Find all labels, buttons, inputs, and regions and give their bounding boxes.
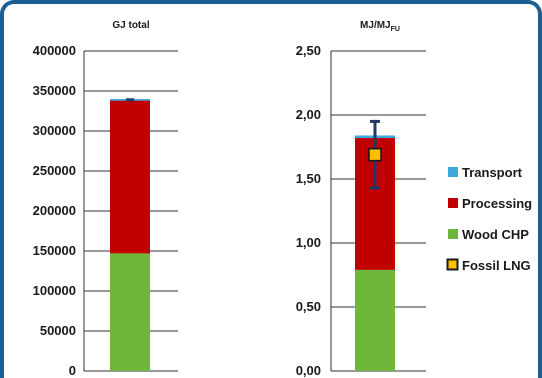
legend-label-processing: Processing	[462, 196, 532, 211]
chart2-y-tick-label: 0,00	[296, 363, 321, 378]
chart2-y-tick-label: 2,00	[296, 107, 321, 122]
chart1-y-tick-label: 300000	[33, 123, 76, 138]
chart1-y-tick-label: 350000	[33, 83, 76, 98]
chart2-y-tick-label: 2,50	[296, 43, 321, 58]
legend-swatch-transport	[448, 167, 458, 177]
legend: Transport Processing Wood CHP Fossil LNG	[446, 165, 532, 273]
legend-swatch-wood-chp	[448, 229, 458, 239]
chart2-y-tick-label: 1,00	[296, 235, 321, 250]
chart1-title: GJ total	[112, 20, 149, 31]
chart1-y-tick-label: 400000	[33, 43, 76, 58]
chart-mj-per-mjfu: MJ/MJFU 0,00 0,50 1,00 1,50 2,00 2,50	[296, 20, 426, 378]
chart2-title: MJ/MJFU	[360, 20, 400, 33]
chart2-y-tick-label: 1,50	[296, 171, 321, 186]
chart1-y-tick-label: 200000	[33, 203, 76, 218]
chart-gj-total: GJ total 0 50000 100000 150000 200000 250000 3…	[33, 20, 178, 378]
legend-swatch-fossil-lng	[446, 258, 459, 271]
chart2-title-main: MJ/MJ	[360, 20, 391, 31]
legend-label-wood-chp: Wood CHP	[462, 227, 529, 242]
chart2-title-subscript: FU	[391, 26, 400, 33]
chart2-bar-wood-chp	[355, 269, 395, 371]
chart1-y-tick-label: 150000	[33, 243, 76, 258]
legend-swatch-processing	[448, 198, 458, 208]
legend-label-fossil-lng: Fossil LNG	[462, 258, 531, 273]
chart1-bar-processing	[110, 100, 150, 254]
chart1-bar-wood-chp	[110, 253, 150, 371]
chart1-y-tick-label: 250000	[33, 163, 76, 178]
chart1-y-tick-label: 0	[69, 363, 76, 378]
chart2-marker-fossil-lng	[368, 147, 382, 162]
legend-label-transport: Transport	[462, 165, 523, 180]
chart1-y-tick-label: 50000	[40, 323, 76, 338]
chart1-y-tick-label: 100000	[33, 283, 76, 298]
chart2-y-tick-label: 0,50	[296, 299, 321, 314]
